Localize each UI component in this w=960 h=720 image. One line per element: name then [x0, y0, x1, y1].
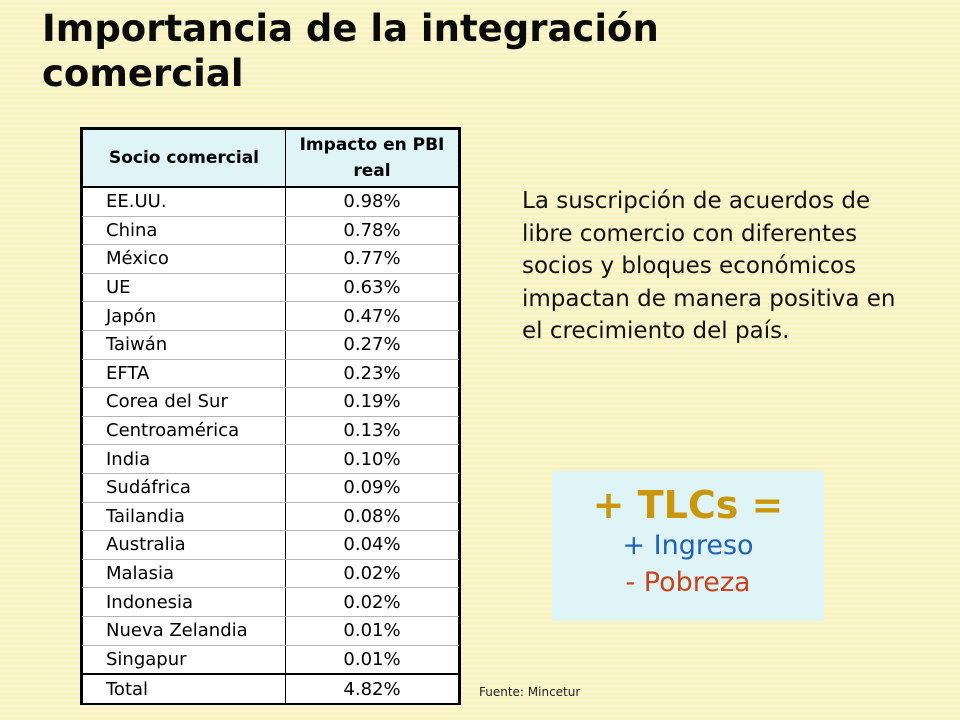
partner-cell: India [82, 444, 286, 474]
partner-cell: China [82, 216, 286, 246]
partner-cell: EE.UU. [82, 187, 286, 217]
table-row: México 0.77% [82, 244, 459, 274]
impact-cell: 0.23% [285, 359, 459, 389]
table-header-row: Socio comercial Impacto en PBI real [82, 129, 459, 188]
partner-cell: Malasia [82, 559, 286, 589]
table-row: EFTA 0.23% [82, 359, 459, 389]
partner-cell: Taiwán [82, 330, 286, 360]
table-row: Japón 0.47% [82, 301, 459, 331]
table-row: Tailandia 0.08% [82, 502, 459, 532]
partner-cell: Japón [82, 301, 286, 331]
impact-cell: 0.01% [285, 616, 459, 646]
table-row: Nueva Zelandia 0.01% [82, 616, 459, 646]
partner-cell: Singapur [82, 645, 286, 675]
impact-cell: 0.13% [285, 416, 459, 446]
partner-cell: Australia [82, 530, 286, 560]
impact-cell: 0.09% [285, 473, 459, 503]
impact-cell: 0.02% [285, 587, 459, 617]
impact-cell: 0.08% [285, 502, 459, 532]
impact-cell: 0.98% [285, 187, 459, 217]
total-value: 4.82% [285, 673, 459, 704]
impact-cell: 0.02% [285, 559, 459, 589]
impact-cell: 0.47% [285, 301, 459, 331]
partner-cell: Sudáfrica [82, 473, 286, 503]
description-text: La suscripción de acuerdos de libre come… [522, 188, 896, 344]
table-row: Taiwán 0.27% [82, 330, 459, 360]
partner-cell: México [82, 244, 286, 274]
partner-cell: Centroamérica [82, 416, 286, 446]
partner-cell: Indonesia [82, 587, 286, 617]
impact-cell: 0.77% [285, 244, 459, 274]
tlc-pobreza: - Pobreza [625, 567, 751, 598]
impact-cell: 0.63% [285, 273, 459, 303]
tlc-summary-box: + TLCs = + Ingreso - Pobreza [552, 471, 824, 621]
impact-cell: 0.04% [285, 530, 459, 560]
source-note: Fuente: Mincetur [479, 685, 581, 699]
table-row: Malasia 0.02% [82, 559, 459, 589]
partner-cell: UE [82, 273, 286, 303]
page-title: Importancia de la integración comercial [42, 7, 659, 95]
table-row: EE.UU. 0.98% [82, 187, 459, 217]
column-header-partner: Socio comercial [82, 129, 286, 188]
table-row: Indonesia 0.02% [82, 587, 459, 617]
table-row: India 0.10% [82, 444, 459, 474]
tlc-title: + TLCs = [592, 483, 784, 527]
impact-cell: 0.78% [285, 216, 459, 246]
trade-impact-table: Socio comercial Impacto en PBI real EE.U… [80, 127, 461, 706]
table-row: China 0.78% [82, 216, 459, 246]
table-row: Corea del Sur 0.19% [82, 387, 459, 417]
total-label: Total [82, 673, 286, 704]
impact-cell: 0.19% [285, 387, 459, 417]
table-row: UE 0.63% [82, 273, 459, 303]
table-row: Australia 0.04% [82, 530, 459, 560]
partner-cell: Corea del Sur [82, 387, 286, 417]
impact-cell: 0.10% [285, 444, 459, 474]
table-row: Sudáfrica 0.09% [82, 473, 459, 503]
partner-cell: EFTA [82, 359, 286, 389]
tlc-ingreso: + Ingreso [622, 530, 754, 561]
partner-cell: Tailandia [82, 502, 286, 532]
table-total-row: Total 4.82% [82, 673, 459, 704]
table-row: Centroamérica 0.13% [82, 416, 459, 446]
impact-cell: 0.27% [285, 330, 459, 360]
partner-cell: Nueva Zelandia [82, 616, 286, 646]
column-header-impact: Impacto en PBI real [285, 129, 459, 188]
impact-cell: 0.01% [285, 645, 459, 675]
table-row: Singapur 0.01% [82, 645, 459, 675]
